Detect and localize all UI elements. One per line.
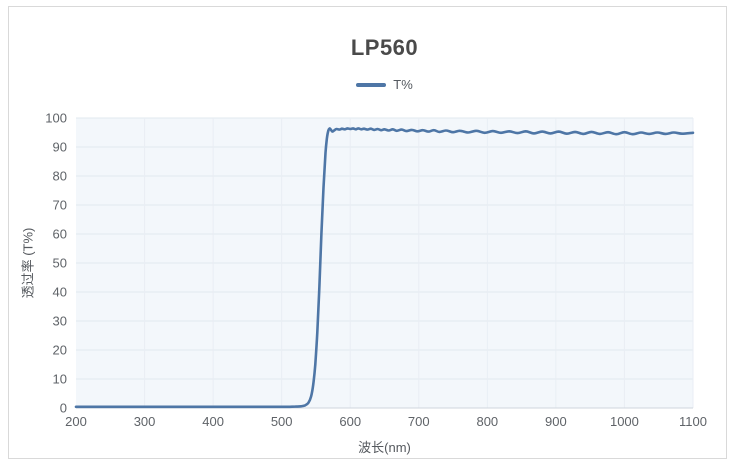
- x-tick-label: 900: [545, 414, 567, 429]
- chart-title: LP560: [350, 35, 419, 60]
- y-tick-label: 50: [53, 256, 67, 271]
- y-tick-label: 20: [53, 343, 67, 358]
- chart-panel: 0 10 20 30 40 50 60 70 80 90 100 200 300 400 500 600 700…: [8, 6, 727, 459]
- x-tick-label: 1000: [610, 414, 639, 429]
- x-tick-label: 1100: [679, 414, 707, 429]
- y-tick-label: 40: [53, 285, 67, 300]
- y-tick-label: 60: [53, 227, 67, 242]
- x-tick-label: 700: [408, 414, 430, 429]
- line-chart: 0 10 20 30 40 50 60 70 80 90 100 200 300 400 500 600 700…: [45, 111, 707, 430]
- x-tick-label: 800: [476, 414, 498, 429]
- y-tick-label: 90: [53, 140, 67, 155]
- x-tick-label: 200: [65, 414, 87, 429]
- x-tick-label: 500: [271, 414, 293, 429]
- y-tick-label: 100: [45, 111, 67, 126]
- y-tick-label: 70: [53, 198, 67, 213]
- x-tick-label: 400: [202, 414, 224, 429]
- y-tick-label: 80: [53, 169, 67, 184]
- x-axis-title: 波长(nm): [358, 440, 411, 455]
- legend[interactable]: T%: [76, 77, 693, 92]
- y-tick-label: 0: [60, 401, 67, 416]
- legend-label: T%: [393, 77, 413, 92]
- x-tick-label: 600: [339, 414, 361, 429]
- series-line-icon: [356, 82, 387, 87]
- series-curve-T%: [74, 127, 695, 409]
- x-tick-label: 300: [134, 414, 156, 429]
- y-tick-label: 30: [53, 314, 67, 329]
- y-tick-label: 10: [53, 372, 67, 387]
- y-axis-title: 透过率 (T%): [20, 227, 36, 299]
